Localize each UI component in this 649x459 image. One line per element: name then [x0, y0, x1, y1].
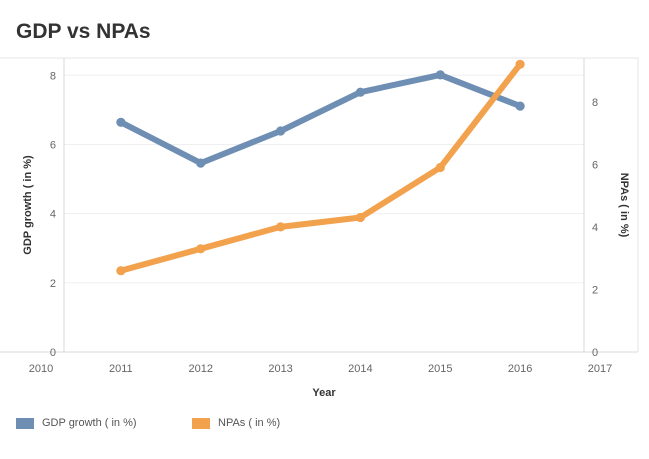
y-axis-title: GDP growth ( in %): [22, 155, 34, 255]
series-line-gdp-growth: [117, 71, 524, 167]
y2-tick-label: 6: [592, 159, 598, 171]
data-point-gdp-growth: [435, 70, 445, 80]
legend-label-gdp-growth: GDP growth ( in %): [42, 417, 137, 429]
y2-tick-label: 2: [592, 284, 598, 296]
data-point-npas: [196, 244, 206, 254]
data-point-npas: [116, 266, 126, 276]
legend-label-npas: NPAs ( in %): [218, 417, 281, 429]
y-tick-label: 6: [50, 139, 56, 151]
y-tick-label: 8: [50, 70, 56, 82]
x-tick-label: 2015: [428, 363, 452, 375]
x-tick-label: 2016: [508, 363, 532, 375]
x-tick-label: 2014: [348, 363, 372, 375]
data-point-gdp-growth: [515, 101, 525, 111]
data-point-gdp-growth: [276, 126, 286, 136]
data-point-gdp-growth: [196, 158, 206, 168]
legend-swatch-npas: [192, 417, 210, 429]
chart-title: GDP vs NPAs: [16, 20, 151, 43]
data-point-npas: [276, 222, 286, 232]
data-point-gdp-growth: [355, 87, 365, 97]
x-axis-title: Year: [312, 387, 336, 399]
x-tick-label: 2010: [29, 363, 53, 375]
y-tick-label: 2: [50, 278, 56, 290]
legend-item-gdp-growth[interactable]: GDP growth ( in %): [16, 417, 137, 429]
data-point-npas: [515, 59, 525, 69]
series-line-npas: [117, 61, 524, 274]
y-tick-label: 0: [50, 347, 56, 359]
legend-item-npas[interactable]: NPAs ( in %): [192, 417, 280, 429]
data-point-npas: [435, 162, 445, 173]
data-point-gdp-growth: [116, 117, 126, 127]
x-tick-label: 2012: [188, 363, 212, 375]
y2-tick-label: 8: [592, 97, 598, 109]
data-point-npas: [355, 212, 365, 223]
x-tick-label: 2013: [268, 363, 292, 375]
x-tick-label: 2011: [109, 363, 133, 375]
x-tick-label: 2017: [588, 363, 612, 375]
y2-axis-title: NPAs ( in %): [618, 173, 630, 238]
legend-swatch-gdp-growth: [16, 417, 34, 429]
y2-tick-label: 4: [592, 222, 598, 234]
y-tick-label: 4: [50, 209, 56, 221]
legend: GDP growth ( in %) NPAs ( in %): [0, 417, 649, 441]
y2-tick-label: 0: [592, 347, 598, 359]
